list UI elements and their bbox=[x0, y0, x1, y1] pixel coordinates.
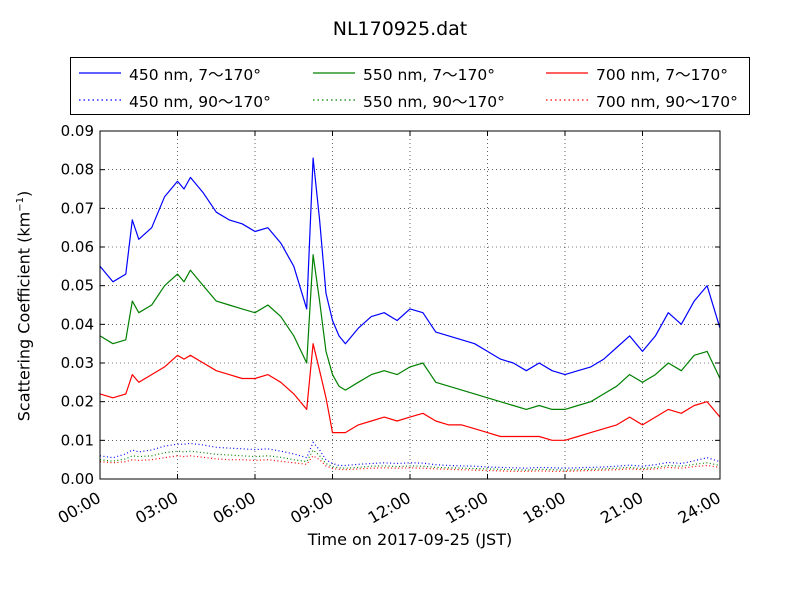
y-axis-label-close: ) bbox=[14, 190, 34, 197]
chart-title: NL170925.dat bbox=[332, 18, 468, 40]
y-axis-label: Scattering Coefficient (km−1) bbox=[15, 191, 34, 422]
series-line-4 bbox=[99, 343, 721, 441]
legend-label: 450 nm, 90～170° bbox=[129, 93, 271, 111]
series-line-0 bbox=[99, 157, 721, 376]
y-tick-label: 0.03 bbox=[61, 354, 94, 372]
y-tick-label: 0.00 bbox=[61, 470, 94, 488]
series-line-5 bbox=[99, 455, 721, 472]
legend-label: 550 nm, 90～170° bbox=[363, 93, 505, 111]
series-line-2 bbox=[99, 254, 721, 410]
x-tick-label: 06:00 bbox=[210, 488, 259, 528]
x-tick-label: 18:00 bbox=[520, 488, 569, 528]
y-tick-label: 0.07 bbox=[61, 199, 94, 217]
x-tick-label: 15:00 bbox=[442, 488, 491, 528]
y-tick-label: 0.04 bbox=[61, 315, 94, 333]
legend-label: 450 nm, 7～170° bbox=[129, 66, 261, 84]
y-tick-label: 0.02 bbox=[61, 393, 94, 411]
x-tick-label: 00:00 bbox=[55, 488, 104, 528]
y-tick-label: 0.09 bbox=[61, 122, 94, 140]
y-tick-label: 0.06 bbox=[61, 238, 94, 256]
x-tick-label: 21:00 bbox=[597, 488, 646, 528]
series-line-3 bbox=[99, 449, 721, 471]
y-tick-label: 0.05 bbox=[61, 277, 94, 295]
y-tick-label: 0.08 bbox=[61, 161, 94, 179]
x-tick-label: 03:00 bbox=[132, 488, 181, 528]
legend-label: 550 nm, 7～170° bbox=[363, 66, 495, 84]
x-axis-label: Time on 2017-09-25 (JST) bbox=[307, 530, 513, 549]
x-tick-label: 24:00 bbox=[675, 488, 724, 528]
chart-legend: 450 nm, 7～170° 450 nm, 90～170° 550 nm, 7… bbox=[70, 57, 750, 115]
x-tick-label: 09:00 bbox=[287, 488, 336, 528]
y-tick-label: 0.01 bbox=[61, 431, 94, 449]
x-tick-label: 12:00 bbox=[365, 488, 414, 528]
y-axis-label-text: Scattering Coefficient (km bbox=[14, 211, 34, 422]
legend-label: 700 nm, 90～170° bbox=[596, 93, 738, 111]
legend-label: 700 nm, 7～170° bbox=[596, 66, 728, 84]
y-axis-label-exponent: −1 bbox=[15, 196, 27, 212]
